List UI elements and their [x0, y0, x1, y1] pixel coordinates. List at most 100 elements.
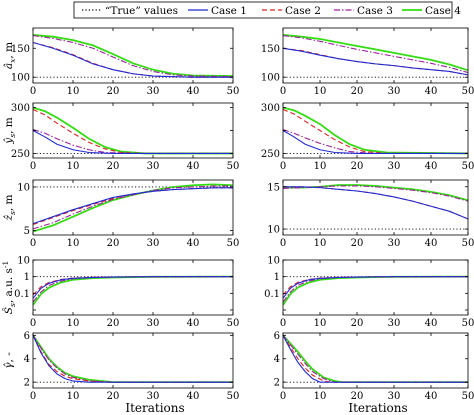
series-case1-r4-c0 — [33, 335, 233, 383]
x-tick-label: 50 — [227, 86, 240, 97]
series-case1-r1-c1 — [283, 130, 468, 154]
x-tick-label: 0 — [30, 391, 36, 402]
x-tick-label: 50 — [462, 318, 474, 329]
x-tick-label: 40 — [425, 391, 438, 402]
panel-r2-c0: 0 10 20 30 40 50 5 10 — [17, 179, 239, 249]
panel-frame-r0-c1 — [282, 27, 469, 84]
series-case4-r0-c0 — [33, 34, 233, 77]
series-case4-r4-c1 — [283, 334, 468, 384]
x-tick-label: 40 — [187, 391, 200, 402]
panel-frame-r3-c0 — [32, 259, 234, 316]
y-tick-label: 100 — [261, 73, 280, 84]
x-tick-label: 40 — [187, 86, 200, 97]
x-tick-label: 40 — [187, 318, 200, 329]
x-tick-label: 10 — [67, 318, 80, 329]
series-case3-r2-c0 — [33, 185, 233, 230]
x-tick-label: 0 — [280, 238, 286, 249]
series-case1-r0-c0 — [33, 41, 233, 78]
x-tick-label: 20 — [351, 86, 364, 97]
panel-r4-c1: 0 10 20 30 40 50 2 4 6 — [274, 331, 474, 402]
x-tick-label: 10 — [67, 161, 80, 172]
x-tick-label: 10 — [67, 391, 80, 402]
x-tick-label: 50 — [227, 391, 240, 402]
y-tick-label: 10 — [267, 225, 280, 236]
y-tick-label: 4 — [24, 354, 30, 365]
y-tick-label: 300 — [261, 103, 280, 114]
panel-r1-c1: 0 10 20 30 40 50 250 300 — [261, 102, 474, 172]
x-tick-label: 30 — [147, 238, 160, 249]
y-tick-label: 6 — [274, 331, 280, 342]
panel-frame-r3-c1 — [282, 259, 469, 316]
series-case1-r2-c0 — [33, 187, 233, 225]
x-tick-label: 0 — [280, 86, 286, 97]
x-tick-label: 0 — [280, 318, 286, 329]
x-tick-label: 30 — [388, 161, 401, 172]
series-case1-r2-c1 — [283, 186, 468, 220]
x-tick-label: 10 — [67, 238, 80, 249]
x-tick-label: 20 — [107, 238, 120, 249]
panel-r0-c0: 0 10 20 30 40 50 100 150 — [11, 27, 240, 97]
y-tick-label: 10 — [267, 256, 280, 267]
y-tick-label: 0.1 — [14, 289, 30, 300]
series-case1-r1-c0 — [33, 130, 233, 154]
series-case3-r2-c1 — [283, 185, 468, 202]
x-tick-label: 20 — [107, 86, 120, 97]
x-tick-label: 0 — [30, 318, 36, 329]
x-tick-label: 40 — [425, 86, 438, 97]
panel-r1-c0: 0 10 20 30 40 50 250 300 — [11, 102, 239, 172]
y-tick-label: 250 — [261, 149, 280, 160]
x-tick-label: 10 — [67, 86, 80, 97]
y-tick-label: 2 — [24, 378, 30, 389]
x-tick-label: 40 — [187, 238, 200, 249]
y-tick-label: 4 — [274, 354, 280, 365]
series-case1-r3-c1 — [283, 276, 468, 299]
legend-label-4: Case 4 — [425, 5, 461, 17]
series-case4-r0-c1 — [283, 34, 468, 72]
legend-label-2: Case 2 — [285, 5, 321, 17]
series-case2-r2-c1 — [283, 186, 468, 220]
legend: “True” values Case 1 Case 2 Case 3 Case 4 — [73, 1, 461, 19]
series-case4-r1-c1 — [283, 106, 468, 155]
legend-label-3: Case 3 — [357, 5, 393, 17]
x-tick-label: 20 — [107, 161, 120, 172]
x-tick-label: 0 — [30, 238, 36, 249]
x-tick-label: 0 — [280, 161, 286, 172]
panel-frame-r2-c1 — [282, 179, 469, 236]
x-tick-label: 10 — [314, 318, 327, 329]
x-tick-label: 10 — [314, 161, 327, 172]
series-case2-r4-c0 — [33, 335, 233, 383]
series-case3-r3-c0 — [33, 276, 233, 303]
y-axis-label-row-4: γ̂, - — [3, 352, 15, 369]
y-tick-label: 1 — [24, 272, 30, 283]
series-case3-r0-c1 — [283, 34, 468, 74]
x-tick-label: 20 — [107, 391, 120, 402]
series-case4-r4-c0 — [33, 334, 233, 384]
x-tick-label: 40 — [425, 161, 438, 172]
x-tick-label: 30 — [147, 318, 160, 329]
x-tick-label: 20 — [351, 318, 364, 329]
panel-frame-r0-c0 — [32, 27, 234, 84]
series-case2-r2-c0 — [33, 187, 233, 226]
y-tick-label: 5 — [24, 226, 30, 237]
y-tick-label: 150 — [11, 44, 30, 55]
panel-r4-c0: 0 10 20 30 40 50 2 4 6 — [24, 331, 240, 402]
series-case2-r0-c0 — [33, 41, 233, 78]
y-tick-label: 1 — [274, 272, 280, 283]
series-case1-r0-c1 — [283, 47, 468, 76]
y-tick-label: 2 — [274, 378, 280, 389]
series-case2-r4-c1 — [283, 335, 468, 383]
x-tick-label: 40 — [425, 238, 438, 249]
series-case2-r1-c1 — [283, 108, 468, 154]
x-tick-label: 50 — [227, 318, 240, 329]
y-tick-label: 6 — [24, 331, 30, 342]
series-case3-r4-c1 — [283, 334, 468, 383]
x-tick-label: 10 — [314, 238, 327, 249]
series-case3-r4-c0 — [33, 335, 233, 383]
series-case1-r3-c0 — [33, 276, 233, 299]
x-tick-label: 10 — [314, 391, 327, 402]
x-tick-label: 0 — [30, 161, 36, 172]
x-tick-label: 0 — [280, 391, 286, 402]
x-tick-label: 30 — [388, 318, 401, 329]
